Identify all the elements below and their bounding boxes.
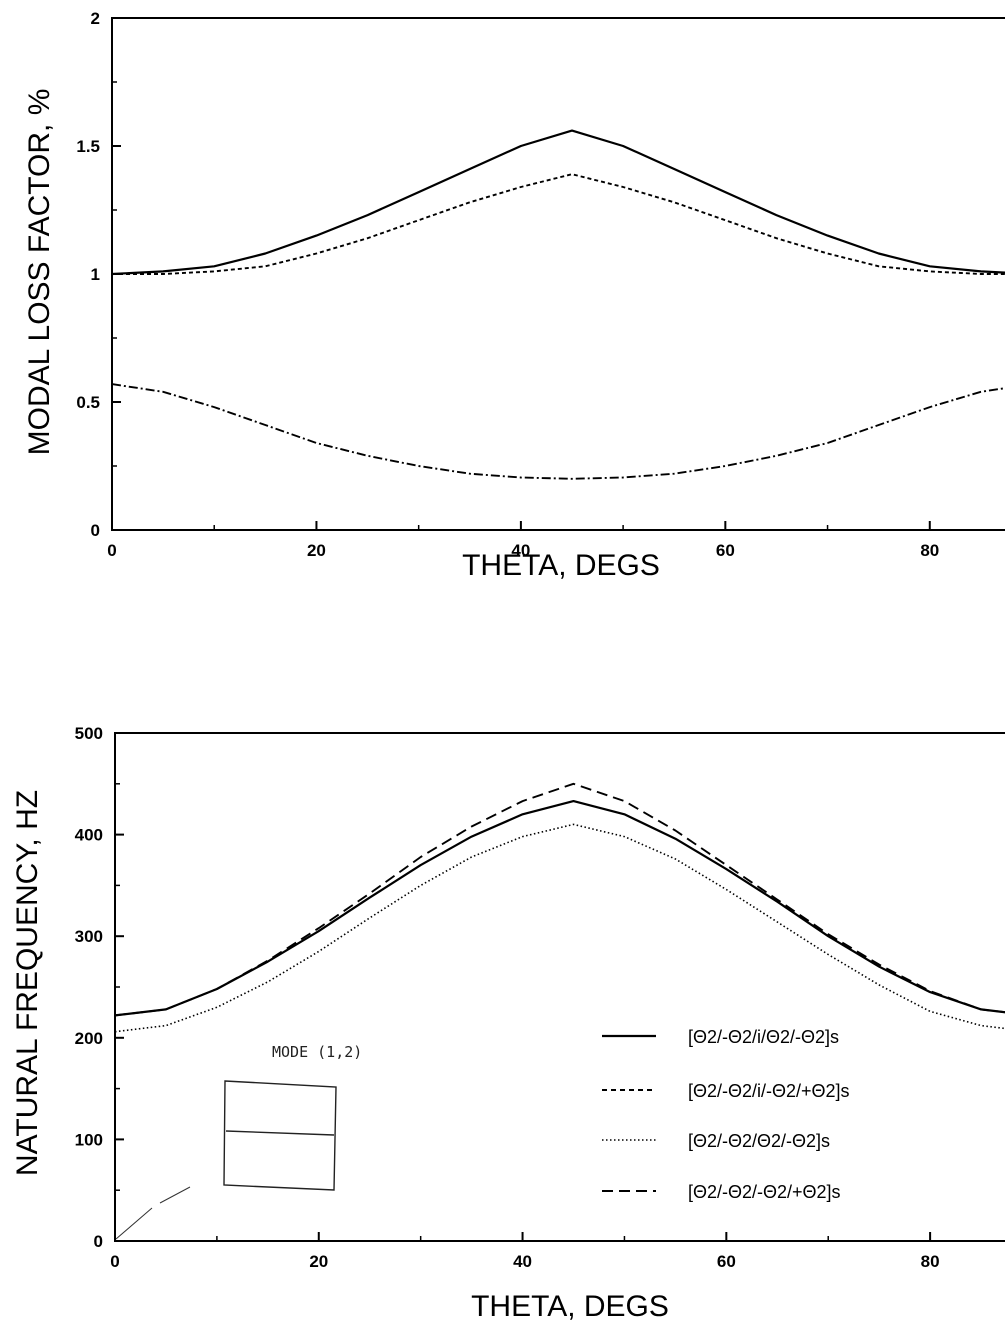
natural-frequency-series-line-1 — [114, 799, 1005, 1017]
natural-frequency-plot-frame — [114, 732, 1005, 1242]
loss-factor-axes: 0 20 40 60 80 0 0.5 1 1.5 2 — [76, 9, 939, 560]
legend-label-2: [Θ2/-Θ2/i/-Θ2/+Θ2]s — [688, 1081, 850, 1101]
natural-frequency-series-group — [114, 782, 1005, 1033]
loss-factor-plot-frame — [111, 17, 1005, 531]
natural-frequency-x-tick-label: 80 — [921, 1252, 940, 1271]
loss-factor-x-tick-label: 80 — [920, 541, 939, 560]
natural-frequency-y-tick-label: 500 — [75, 724, 103, 743]
natural-frequency-x-tick-label: 0 — [110, 1252, 119, 1271]
natural-frequency-series-line-3 — [114, 823, 1005, 1033]
loss-factor-series-group — [111, 129, 1005, 480]
loss-factor-y-tick-label: 1 — [91, 265, 100, 284]
natural-frequency-y-tick-label: 200 — [75, 1029, 103, 1048]
mode-sketch-nodal-line — [225, 1130, 335, 1136]
natural-frequency-x-tick-label: 20 — [309, 1252, 328, 1271]
natural-frequency-y-tick-label: 300 — [75, 927, 103, 946]
natural-frequency-y-tick-label: 100 — [75, 1130, 103, 1149]
loss-factor-x-tick-label: 20 — [307, 541, 326, 560]
loss-factor-series-line-1 — [111, 129, 1005, 276]
mode-shape-sketch: MODE (1,2) — [115, 1043, 362, 1240]
loss-factor-x-axis-title: THETA, DEGS — [462, 549, 660, 582]
natural-frequency-axes: 0 20 40 60 80 0 100 200 300 400 500 — [75, 724, 940, 1271]
loss-factor-y-tick-label: 2 — [91, 9, 100, 28]
loss-factor-chart: 0 20 40 60 80 0 0.5 1 1.5 2 THETA, DEGS MODAL LOS… — [23, 9, 1005, 582]
legend-label-1: [Θ2/-Θ2/i/Θ2/-Θ2]s — [688, 1027, 839, 1047]
natural-frequency-y-tick-label: 0 — [94, 1232, 103, 1251]
mode-annotation: MODE (1,2) — [272, 1043, 362, 1061]
loss-factor-series-line-3 — [111, 383, 1005, 480]
natural-frequency-series-line-4 — [114, 782, 1005, 1017]
loss-factor-y-tick-label: 1.5 — [76, 137, 100, 156]
mode-sketch-pointer — [115, 1186, 191, 1240]
loss-factor-x-tick-label: 60 — [716, 541, 735, 560]
natural-frequency-x-tick-label: 40 — [513, 1252, 532, 1271]
natural-frequency-y-axis-title: NATURAL FREQUENCY, HZ — [11, 790, 44, 1176]
natural-frequency-chart: 0 20 40 60 80 0 100 200 300 400 500 THETA, DEGS NA… — [11, 724, 1005, 1323]
loss-factor-series-line-2 — [112, 173, 1005, 275]
loss-factor-x-tick-label: 40 — [511, 541, 530, 560]
legend-label-3: [Θ2/-Θ2/Θ2/-Θ2]s — [688, 1131, 830, 1151]
loss-factor-y-axis-title: MODAL LOSS FACTOR, % — [23, 89, 56, 456]
loss-factor-x-tick-label: 0 — [107, 541, 116, 560]
natural-frequency-y-tick-label: 400 — [75, 826, 103, 845]
loss-factor-y-tick-label: 0.5 — [76, 393, 100, 412]
natural-frequency-legend: [Θ2/-Θ2/i/Θ2/-Θ2]s [Θ2/-Θ2/i/-Θ2/+Θ2]s [… — [602, 1027, 850, 1202]
natural-frequency-x-tick-label: 60 — [717, 1252, 736, 1271]
legend-label-4: [Θ2/-Θ2/-Θ2/+Θ2]s — [688, 1182, 841, 1202]
loss-factor-y-tick-label: 0 — [91, 521, 100, 540]
natural-frequency-x-axis-title: THETA, DEGS — [471, 1290, 669, 1323]
mode-sketch-box — [223, 1080, 337, 1191]
